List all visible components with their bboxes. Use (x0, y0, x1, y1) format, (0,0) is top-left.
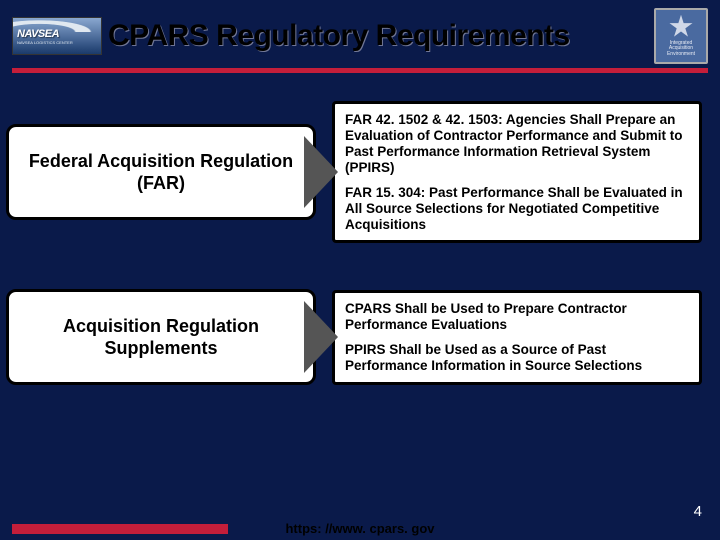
navsea-logo: NAVSEA NAVSEA LOGISTICS CENTER (12, 17, 102, 55)
detail-paragraph: FAR 15. 304: Past Performance Shall be E… (345, 185, 689, 233)
regulation-row: Federal Acquisition Regulation (FAR) FAR… (8, 101, 702, 243)
source-box-label: Acquisition Regulation Supplements (27, 315, 295, 360)
detail-paragraph: FAR 42. 1502 & 42. 1503: Agencies Shall … (345, 112, 689, 176)
navsea-logo-text: NAVSEA (17, 28, 101, 40)
detail-box: FAR 42. 1502 & 42. 1503: Agencies Shall … (332, 101, 702, 243)
detail-paragraph: CPARS Shall be Used to Prepare Contracto… (345, 301, 689, 333)
arrow-right-icon (304, 301, 338, 373)
footer-url: https: //www. cpars. gov (285, 521, 434, 536)
source-box: Acquisition Regulation Supplements (6, 289, 316, 385)
slide-header: NAVSEA NAVSEA LOGISTICS CENTER CPARS Reg… (0, 0, 720, 64)
slide-footer: 4 https: //www. cpars. gov (0, 500, 720, 540)
slide-content: Federal Acquisition Regulation (FAR) FAR… (0, 73, 720, 397)
page-title: CPARS Regulatory Requirements (108, 19, 654, 53)
iae-logo: Integrated Acquisition Environment (654, 8, 708, 64)
star-icon (669, 15, 693, 39)
footer-accent-bar (12, 524, 228, 534)
arrow-right-icon (304, 136, 338, 208)
regulation-row: Acquisition Regulation Supplements CPARS… (8, 277, 702, 397)
source-box-label: Federal Acquisition Regulation (FAR) (27, 150, 295, 195)
source-box: Federal Acquisition Regulation (FAR) (6, 124, 316, 220)
slide-number: 4 (694, 503, 702, 520)
detail-paragraph: PPIRS Shall be Used as a Source of Past … (345, 342, 689, 374)
iae-logo-text: Integrated Acquisition Environment (658, 41, 704, 58)
arrow-wrap (304, 277, 338, 397)
detail-box: CPARS Shall be Used to Prepare Contracto… (332, 290, 702, 385)
navsea-logo-subtitle: NAVSEA LOGISTICS CENTER (17, 40, 101, 45)
arrow-wrap (304, 112, 338, 232)
